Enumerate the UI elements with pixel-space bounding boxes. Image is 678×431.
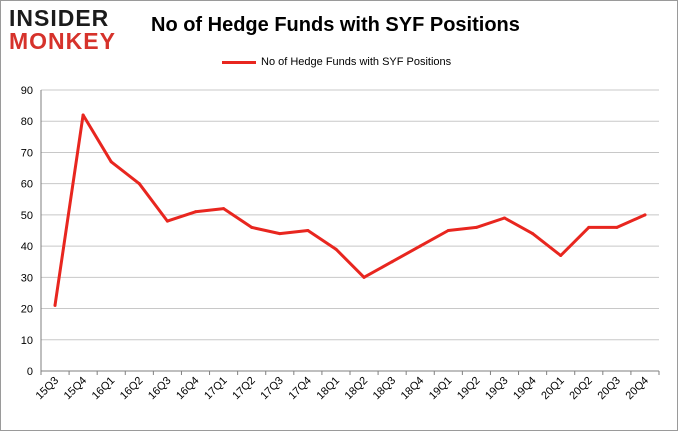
- x-tick-label: 19Q4: [511, 375, 539, 403]
- x-tick-label: 16Q4: [174, 375, 202, 403]
- x-tick-label: 18Q3: [371, 375, 399, 403]
- x-tick-label: 19Q1: [427, 375, 455, 403]
- data-point: [418, 244, 422, 248]
- data-point: [474, 225, 478, 229]
- data-point: [194, 210, 197, 214]
- y-tick-label: 30: [21, 272, 33, 284]
- insider-monkey-logo: INSIDER MONKEY: [9, 7, 127, 55]
- data-point: [643, 213, 647, 217]
- x-tick-label: 16Q3: [146, 375, 174, 403]
- x-tick-label: 20Q2: [567, 375, 595, 403]
- data-point: [362, 275, 366, 279]
- x-tick-label: 18Q1: [315, 375, 343, 403]
- data-point: [53, 303, 57, 307]
- legend: No of Hedge Funds with SYF Positions: [222, 56, 451, 68]
- x-tick-label: 17Q2: [230, 375, 258, 403]
- data-point: [503, 216, 506, 220]
- y-tick-label: 20: [21, 304, 33, 316]
- series-line: [53, 113, 647, 307]
- x-tick-label: 15Q4: [62, 375, 90, 403]
- data-point: [250, 225, 254, 229]
- x-tick-label: 19Q3: [483, 375, 511, 403]
- data-point: [615, 225, 619, 229]
- x-tick-label: 17Q3: [258, 375, 286, 403]
- x-tick-label: 18Q2: [343, 375, 371, 403]
- legend-label: No of Hedge Funds with SYF Positions: [261, 56, 452, 68]
- x-tick-label: 20Q3: [595, 375, 623, 403]
- data-point: [137, 182, 141, 186]
- x-tick-label: 20Q4: [624, 375, 652, 403]
- logo-line-1: INSIDER: [9, 5, 110, 31]
- x-tick-label: 17Q1: [202, 375, 230, 403]
- y-tick-label: 90: [21, 85, 33, 97]
- data-point: [109, 160, 113, 164]
- y-tick-label: 80: [21, 116, 33, 128]
- y-tick-label: 10: [21, 335, 33, 347]
- chart-title: No of Hedge Funds with SYF Positions: [151, 14, 520, 36]
- x-tick-label: 18Q4: [399, 375, 427, 403]
- data-point: [587, 225, 591, 229]
- y-tick-label: 50: [21, 210, 33, 222]
- x-tick-label: 17Q4: [286, 375, 314, 403]
- data-point: [390, 260, 394, 264]
- y-tick-label: 60: [21, 179, 33, 191]
- x-tick-label: 19Q2: [455, 375, 483, 403]
- data-point: [306, 229, 310, 232]
- legend-swatch: [222, 60, 256, 64]
- data-point: [81, 113, 85, 117]
- y-tick-label: 70: [21, 147, 33, 159]
- data-point: [446, 229, 450, 232]
- data-point: [531, 232, 535, 236]
- y-tick-label: 40: [21, 241, 33, 253]
- data-point: [278, 232, 282, 236]
- data-point: [559, 253, 563, 257]
- x-tick-label: 20Q1: [539, 375, 567, 403]
- y-tick-label: 0: [27, 366, 33, 378]
- x-tick-label: 15Q3: [34, 375, 62, 403]
- x-tick-label: 16Q1: [90, 375, 118, 403]
- logo-line-2: MONKEY: [9, 28, 116, 54]
- data-point: [222, 207, 226, 211]
- data-point: [334, 247, 338, 251]
- data-point: [165, 219, 169, 223]
- x-tick-label: 16Q2: [118, 375, 146, 403]
